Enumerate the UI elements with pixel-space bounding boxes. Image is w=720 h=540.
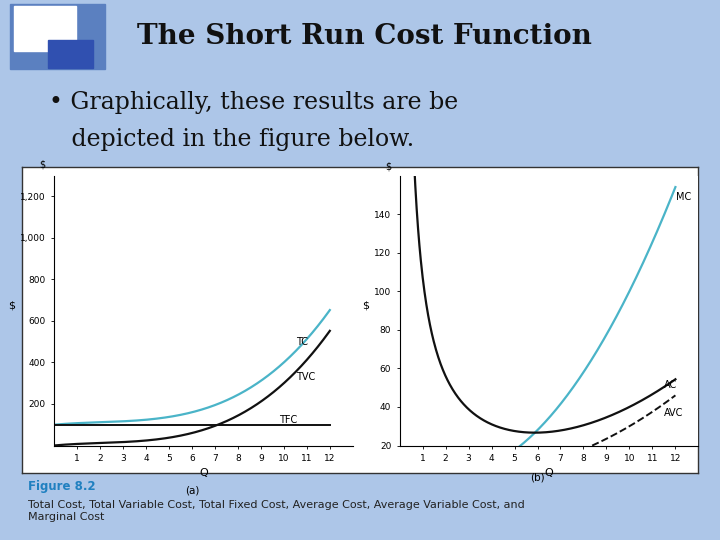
Text: The Short Run Cost Function: The Short Run Cost Function — [137, 23, 591, 50]
Text: AVC: AVC — [664, 408, 683, 418]
Bar — [48, 40, 93, 68]
Text: TFC: TFC — [279, 415, 297, 426]
Text: MC: MC — [676, 192, 691, 202]
Y-axis label: $: $ — [362, 300, 369, 310]
Text: Total Cost, Total Variable Cost, Total Fixed Cost, Average Cost, Average Variabl: Total Cost, Total Variable Cost, Total F… — [28, 500, 525, 522]
Text: Figure 8.2: Figure 8.2 — [28, 480, 96, 493]
Text: • Graphically, these results are be: • Graphically, these results are be — [49, 91, 458, 114]
Text: depicted in the figure below.: depicted in the figure below. — [49, 129, 414, 151]
Bar — [9, 4, 104, 69]
Y-axis label: $: $ — [8, 300, 15, 310]
Text: (a): (a) — [185, 485, 199, 495]
Text: $: $ — [385, 161, 391, 172]
Text: TVC: TVC — [296, 372, 315, 382]
Bar — [14, 6, 76, 51]
Text: AC: AC — [664, 380, 678, 390]
Text: (b): (b) — [530, 472, 545, 482]
Text: $: $ — [40, 159, 45, 169]
Text: TC: TC — [296, 337, 307, 347]
X-axis label: Q: Q — [199, 468, 208, 478]
X-axis label: Q: Q — [544, 468, 554, 478]
